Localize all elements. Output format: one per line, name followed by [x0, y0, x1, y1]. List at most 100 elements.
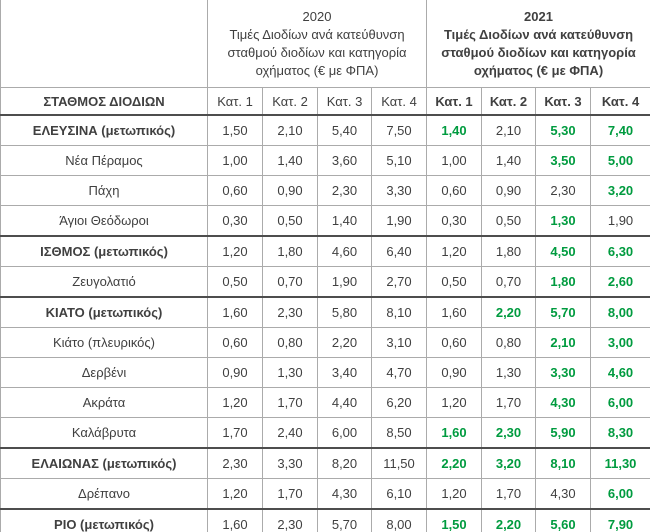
- price-cell-2020: 1,30: [262, 357, 318, 388]
- table-row: Ζευγολατιό 0,50 0,70 1,90 2,70 0,50 0,70…: [0, 266, 650, 298]
- table-row: ΡΙΟ (μετωπικός) 1,60 2,30 5,70 8,00 1,50…: [0, 508, 650, 532]
- table-row: Άγιοι Θεόδωροι 0,30 0,50 1,40 1,90 0,30 …: [0, 205, 650, 237]
- table-row: Ακράτα 1,20 1,70 4,40 6,20 1,20 1,70 4,3…: [0, 387, 650, 418]
- price-cell-2021: 2,10: [481, 114, 536, 146]
- price-cell-2021: 5,90: [535, 417, 591, 449]
- station-cell: Δερβένι: [0, 357, 208, 388]
- price-cell-2020: 1,20: [207, 235, 263, 267]
- table-row: Κιάτο (πλευρικός) 0,60 0,80 2,20 3,10 0,…: [0, 327, 650, 358]
- price-cell-2021: 3,20: [589, 175, 650, 206]
- category-header-2020: Κατ. 4: [371, 87, 427, 116]
- table-row: Πάχη 0,60 0,90 2,30 3,30 0,60 0,90 2,30 …: [0, 175, 650, 206]
- price-cell-2020: 4,70: [371, 357, 427, 388]
- price-cell-2020: 1,90: [371, 205, 427, 237]
- price-cell-2020: 2,40: [262, 417, 318, 449]
- price-cell-2020: 0,90: [262, 175, 318, 206]
- price-cell-2021: 1,90: [589, 205, 650, 237]
- price-cell-2021: 6,30: [589, 235, 650, 267]
- category-header-2021: Κατ. 4: [589, 87, 650, 116]
- price-cell-2020: 1,40: [317, 205, 372, 237]
- price-cell-2020: 8,00: [371, 508, 427, 532]
- price-cell-2020: 2,30: [207, 447, 263, 479]
- station-cell: Κιάτο (πλευρικός): [0, 327, 208, 358]
- year-header-2020: 2020 Τιμές Διοδίων ανά κατεύθυνση σταθμο…: [207, 0, 427, 88]
- category-header-2021: Κατ. 3: [535, 87, 591, 116]
- price-cell-2020: 1,20: [207, 478, 263, 510]
- price-cell-2021: 1,40: [426, 114, 482, 146]
- station-cell: ΙΣΘΜΟΣ (μετωπικός): [0, 235, 208, 267]
- price-cell-2020: 1,50: [207, 114, 263, 146]
- price-cell-2021: 0,30: [426, 205, 482, 237]
- year-label-2021: 2021: [524, 8, 553, 24]
- price-cell-2021: 1,80: [535, 266, 591, 298]
- station-cell: Πάχη: [0, 175, 208, 206]
- table-row: ΙΣΘΜΟΣ (μετωπικός) 1,20 1,80 4,60 6,40 1…: [0, 235, 650, 267]
- price-cell-2020: 2,20: [317, 327, 372, 358]
- price-cell-2021: 1,20: [426, 235, 482, 267]
- price-cell-2020: 6,20: [371, 387, 427, 418]
- price-cell-2020: 5,70: [317, 508, 372, 532]
- price-cell-2020: 6,10: [371, 478, 427, 510]
- station-cell: Ακράτα: [0, 387, 208, 418]
- price-cell-2020: 4,60: [317, 235, 372, 267]
- price-cell-2021: 1,50: [426, 508, 482, 532]
- price-cell-2020: 6,00: [317, 417, 372, 449]
- price-cell-2021: 6,00: [589, 478, 650, 510]
- price-cell-2021: 1,70: [481, 387, 536, 418]
- price-cell-2021: 0,50: [426, 266, 482, 298]
- price-cell-2020: 1,60: [207, 296, 263, 328]
- price-cell-2020: 4,30: [317, 478, 372, 510]
- price-cell-2021: 1,30: [535, 205, 591, 237]
- price-cell-2021: 0,60: [426, 175, 482, 206]
- price-cell-2020: 2,10: [262, 114, 318, 146]
- price-cell-2021: 2,10: [535, 327, 591, 358]
- price-cell-2020: 2,30: [262, 508, 318, 532]
- price-cell-2020: 8,50: [371, 417, 427, 449]
- price-cell-2021: 3,20: [481, 447, 536, 479]
- price-cell-2021: 4,60: [589, 357, 650, 388]
- price-cell-2021: 11,30: [589, 447, 650, 479]
- station-cell: ΕΛΑΙΩΝΑΣ (μετωπικός): [0, 447, 208, 479]
- station-cell: Νέα Πέραμος: [0, 145, 208, 176]
- price-cell-2020: 8,20: [317, 447, 372, 479]
- price-cell-2021: 1,40: [481, 145, 536, 176]
- price-cell-2020: 1,90: [317, 266, 372, 298]
- price-cell-2020: 5,10: [371, 145, 427, 176]
- price-cell-2020: 1,40: [262, 145, 318, 176]
- category-header-2021: Κατ. 2: [481, 87, 536, 116]
- price-cell-2021: 2,30: [535, 175, 591, 206]
- price-cell-2021: 0,60: [426, 327, 482, 358]
- price-cell-2021: 3,30: [535, 357, 591, 388]
- price-cell-2020: 1,80: [262, 235, 318, 267]
- year-subtitle-2021: Τιμές Διοδίων ανά κατεύθυνση σταθμού διο…: [441, 26, 636, 78]
- price-cell-2021: 8,00: [589, 296, 650, 328]
- price-cell-2020: 3,60: [317, 145, 372, 176]
- price-cell-2021: 0,80: [481, 327, 536, 358]
- price-cell-2020: 8,10: [371, 296, 427, 328]
- price-cell-2020: 2,30: [317, 175, 372, 206]
- price-cell-2021: 7,90: [589, 508, 650, 532]
- station-cell: Άγιοι Θεόδωροι: [0, 205, 208, 237]
- price-cell-2021: 1,30: [481, 357, 536, 388]
- category-header-2020: Κατ. 2: [262, 87, 318, 116]
- year-label-2020: 2020: [302, 8, 332, 24]
- price-cell-2021: 3,50: [535, 145, 591, 176]
- station-cell: Δρέπανο: [0, 478, 208, 510]
- price-cell-2021: 1,00: [426, 145, 482, 176]
- price-cell-2020: 0,60: [207, 327, 263, 358]
- year-header-row: 2020 Τιμές Διοδίων ανά κατεύθυνση σταθμο…: [0, 0, 650, 88]
- price-cell-2021: 1,20: [426, 387, 482, 418]
- price-cell-2020: 0,80: [262, 327, 318, 358]
- price-cell-2020: 2,30: [262, 296, 318, 328]
- station-cell: Καλάβρυτα: [0, 417, 208, 449]
- price-cell-2020: 3,40: [317, 357, 372, 388]
- price-cell-2020: 0,30: [207, 205, 263, 237]
- price-cell-2021: 4,50: [535, 235, 591, 267]
- year-subtitle-2020: Τιμές Διοδίων ανά κατεύθυνση σταθμού διο…: [227, 26, 407, 78]
- price-cell-2021: 5,60: [535, 508, 591, 532]
- table-row: ΕΛΑΙΩΝΑΣ (μετωπικός) 2,30 3,30 8,20 11,5…: [0, 447, 650, 479]
- price-cell-2021: 7,40: [589, 114, 650, 146]
- price-cell-2021: 0,50: [481, 205, 536, 237]
